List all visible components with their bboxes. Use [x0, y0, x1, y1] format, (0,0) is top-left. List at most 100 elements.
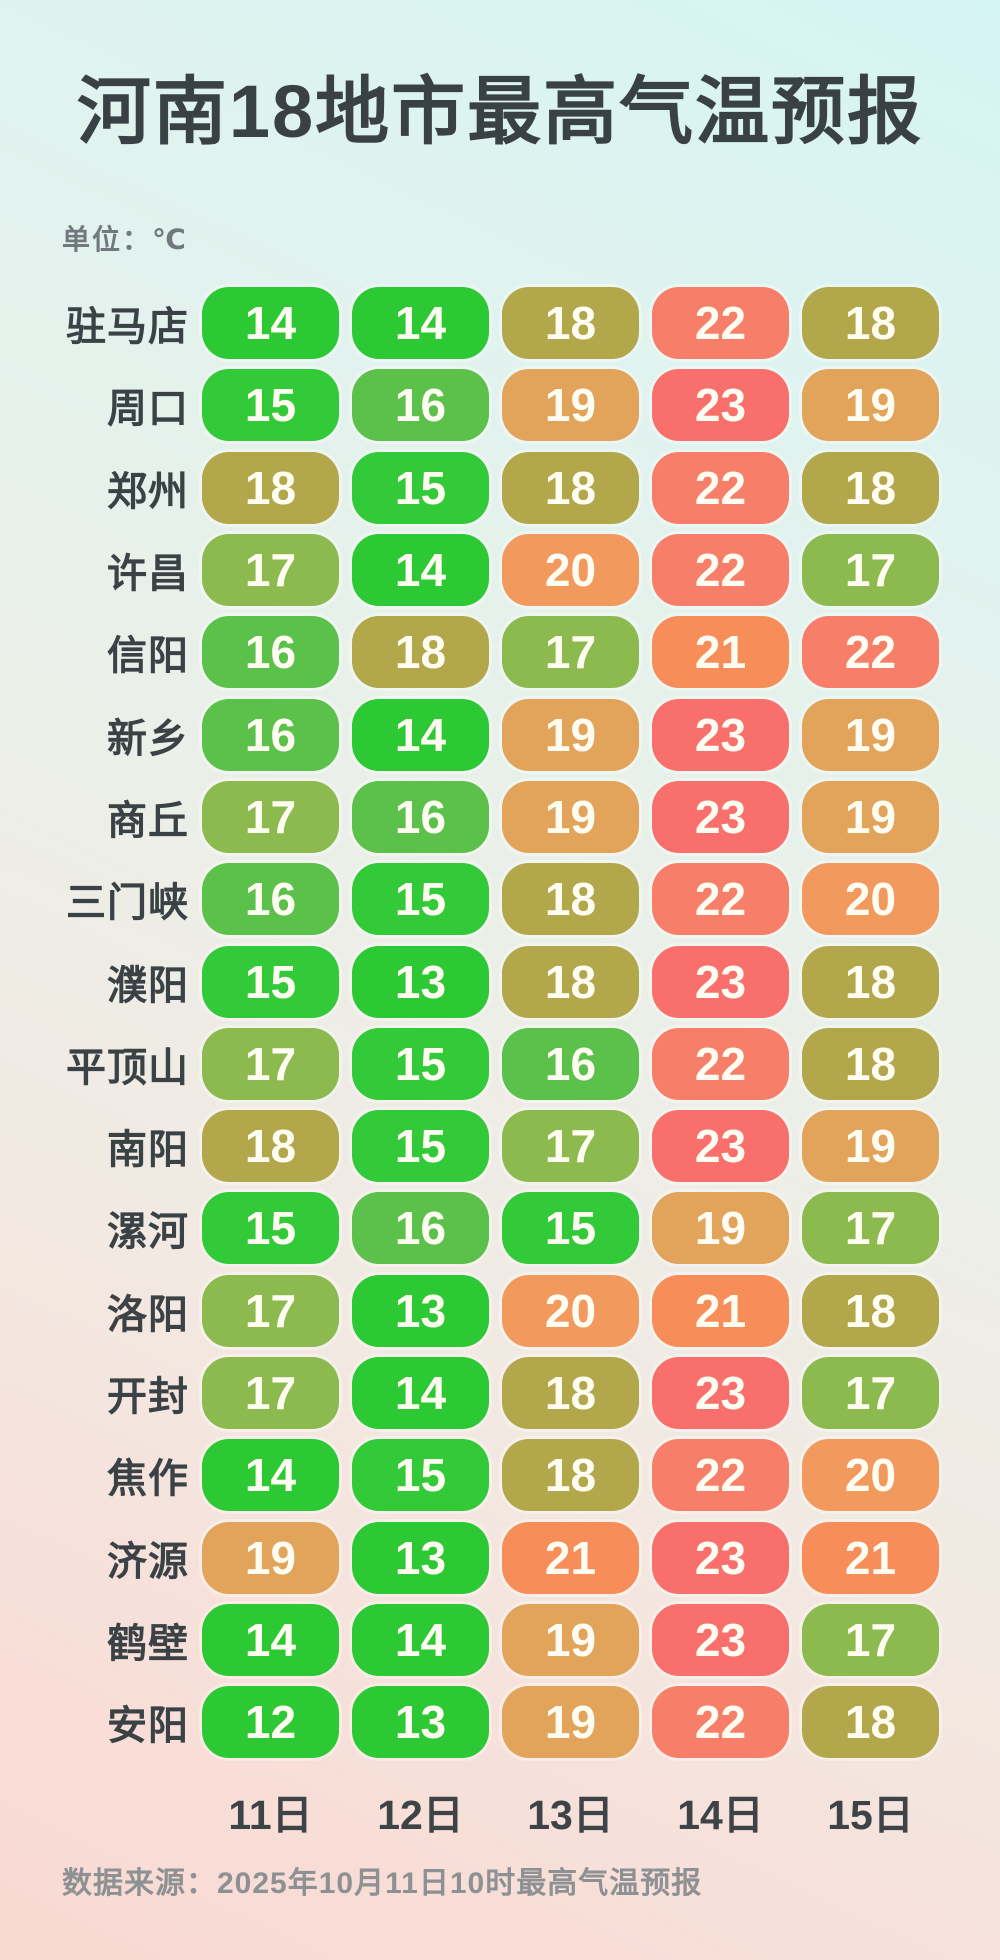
temp-pill: 13: [352, 1274, 489, 1347]
temp-pill: 19: [802, 1110, 939, 1183]
temp-pill: 15: [352, 1027, 489, 1100]
temp-pill: 22: [652, 1027, 789, 1100]
temp-pill: 22: [652, 287, 789, 360]
temp-pill: 12: [202, 1686, 339, 1759]
table-row: 濮阳 15 13 18 23 18: [30, 940, 970, 1022]
temp-pill: 17: [802, 1603, 939, 1676]
temp-pill: 21: [502, 1521, 639, 1594]
temp-pill: 23: [652, 1603, 789, 1676]
city-label: 鹤壁: [107, 1621, 189, 1666]
temp-pill: 21: [652, 1274, 789, 1347]
city-label: 南阳: [107, 1128, 189, 1173]
temp-pill: 18: [802, 1027, 939, 1100]
city-label: 漯河: [107, 1210, 189, 1255]
city-label: 周口: [107, 387, 189, 432]
temp-pill: 16: [502, 1027, 639, 1100]
city-label: 信阳: [107, 634, 189, 679]
temp-pill: 16: [202, 863, 339, 936]
city-label: 平顶山: [66, 1045, 189, 1090]
unit-label: 单位：℃: [62, 224, 188, 255]
temp-pill: 18: [502, 287, 639, 360]
temp-pill: 16: [202, 698, 339, 771]
temp-pill: 18: [802, 945, 939, 1018]
temp-pill: 15: [202, 1192, 339, 1265]
city-label: 许昌: [107, 552, 189, 597]
city-label: 三门峡: [66, 881, 189, 926]
temp-pill: 23: [652, 1110, 789, 1183]
temp-pill: 15: [202, 945, 339, 1018]
table-row: 郑州 18 15 18 22 18: [30, 447, 970, 529]
temp-pill: 20: [802, 1439, 939, 1512]
page-title: 河南18地市最高气温预报: [76, 70, 924, 153]
table-row: 南阳 18 15 17 23 19: [30, 1105, 970, 1187]
city-label: 驻马店: [66, 305, 189, 350]
temp-pill: 20: [502, 534, 639, 607]
temp-pill: 16: [352, 780, 489, 853]
city-label: 濮阳: [107, 963, 189, 1008]
temp-pill: 22: [652, 534, 789, 607]
date-label-11: 11日: [228, 1792, 313, 1838]
temp-pill: 20: [802, 863, 939, 936]
temp-pill: 14: [202, 1603, 339, 1676]
temp-pill: 15: [352, 1439, 489, 1512]
temp-pill: 23: [652, 369, 789, 442]
temp-pill: 14: [352, 287, 489, 360]
temp-pill: 22: [652, 863, 789, 936]
table-row: 焦作 14 15 18 22 20: [30, 1434, 970, 1516]
table-row: 信阳 16 18 17 21 22: [30, 611, 970, 693]
temp-pill: 14: [352, 1357, 489, 1429]
temp-pill: 17: [202, 1274, 339, 1347]
temp-pill: 17: [202, 780, 339, 853]
temp-pill: 18: [502, 945, 639, 1018]
temp-pill: 17: [502, 1110, 639, 1183]
temp-pill: 19: [802, 369, 939, 442]
temp-pill: 15: [352, 1110, 489, 1183]
table-row: 三门峡 16 15 18 22 20: [30, 858, 970, 940]
temp-pill: 17: [202, 1357, 339, 1429]
temp-pill: 22: [802, 616, 939, 689]
temp-pill: 18: [802, 1686, 939, 1759]
table-row: 漯河 15 16 15 19 17: [30, 1187, 970, 1269]
temp-pill: 21: [802, 1521, 939, 1594]
date-label-14: 14日: [677, 1792, 764, 1838]
temp-pill: 22: [652, 1439, 789, 1512]
city-label: 开封: [107, 1375, 189, 1419]
temp-pill: 19: [652, 1192, 789, 1265]
date-axis: 11日 12日 13日 14日 15日: [30, 1781, 970, 1841]
temp-pill: 15: [202, 369, 339, 442]
table-row: 商丘 17 16 19 23 19: [30, 776, 970, 858]
date-label-15: 15日: [827, 1792, 914, 1838]
date-label-12: 12日: [377, 1792, 464, 1838]
temp-pill: 18: [202, 451, 339, 524]
table-row: 新乡 16 14 19 23 19: [30, 693, 970, 775]
data-source: 数据来源：2025年10月11日10时最高气温预报: [62, 1867, 703, 1900]
temp-pill: 23: [652, 698, 789, 771]
temp-pill: 19: [802, 698, 939, 771]
city-label: 焦作: [107, 1457, 189, 1502]
temp-pill: 14: [352, 534, 489, 607]
city-label: 新乡: [107, 716, 189, 761]
city-label: 郑州: [107, 469, 189, 514]
temp-pill: 17: [802, 534, 939, 607]
temp-pill: 18: [502, 1357, 639, 1429]
temp-pill: 16: [352, 369, 489, 442]
temp-pill: 21: [652, 616, 789, 689]
city-label: 安阳: [107, 1704, 189, 1749]
table-row: 济源 19 13 21 23 21: [30, 1516, 970, 1598]
temp-pill: 16: [202, 616, 339, 689]
table-row: 许昌 17 14 20 22 17: [30, 529, 970, 611]
table-row: 开封 17 14 18 23 17: [30, 1352, 970, 1434]
temp-pill: 14: [202, 1439, 339, 1512]
city-label: 商丘: [107, 798, 189, 843]
temp-pill: 15: [352, 863, 489, 936]
temp-pill: 17: [202, 1027, 339, 1100]
table-row: 安阳 12 13 19 22 18: [30, 1681, 970, 1763]
temp-pill: 16: [352, 1192, 489, 1265]
city-label: 洛阳: [107, 1292, 189, 1337]
temp-pill: 14: [202, 287, 339, 360]
temp-pill: 18: [802, 1274, 939, 1347]
table-row: 驻马店 14 14 18 22 18: [30, 282, 970, 364]
temp-pill: 18: [502, 863, 639, 936]
temp-pill: 17: [502, 616, 639, 689]
temp-pill: 20: [502, 1274, 639, 1347]
